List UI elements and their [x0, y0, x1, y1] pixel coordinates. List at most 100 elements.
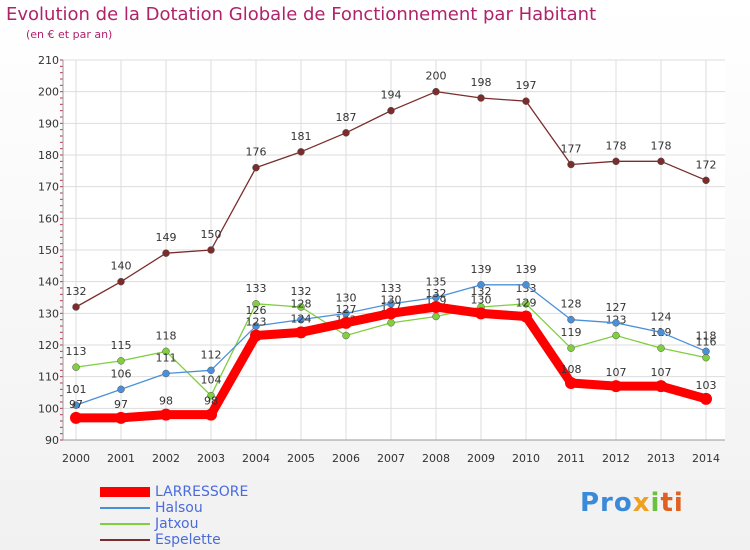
data-point-jatxou [72, 363, 80, 371]
x-tick-label: 2008 [422, 452, 450, 465]
x-tick-label: 2006 [332, 452, 360, 465]
x-tick-label: 2004 [242, 452, 270, 465]
data-point-espelette [117, 277, 125, 286]
data-label-halsou: 135 [426, 276, 447, 289]
x-tick-label: 2003 [197, 452, 225, 465]
data-label-espelette: 178 [606, 139, 627, 152]
data-point-larressore [250, 329, 262, 342]
data-point-espelette [522, 97, 530, 105]
data-label-larressore: 97 [69, 398, 83, 411]
data-label-halsou: 101 [66, 383, 87, 396]
data-label-larressore: 130 [471, 293, 492, 306]
data-point-jatxou [657, 344, 665, 352]
data-point-halsou [162, 369, 170, 378]
data-label-larressore: 108 [561, 363, 582, 376]
data-label-larressore: 132 [426, 287, 447, 300]
data-point-larressore [295, 326, 307, 339]
y-tick-label: 100 [38, 402, 59, 415]
data-point-espelette [477, 94, 485, 102]
data-label-espelette: 197 [516, 79, 537, 92]
data-label-halsou: 124 [651, 310, 672, 323]
data-point-jatxou [702, 353, 710, 362]
data-point-halsou [522, 281, 530, 289]
data-point-halsou [72, 401, 80, 409]
data-point-larressore [610, 380, 622, 393]
data-label-espelette: 181 [291, 130, 312, 143]
data-point-larressore [655, 380, 667, 393]
legend-label-espelette: Espelette [155, 532, 221, 548]
data-label-jatxou: 115 [111, 339, 132, 352]
data-point-larressore [520, 310, 532, 323]
data-label-larressore: 103 [696, 379, 717, 392]
data-label-jatxou: 132 [471, 285, 492, 298]
data-label-halsou: 139 [471, 263, 492, 276]
y-tick-label: 120 [38, 339, 59, 352]
legend-label-halsou: Halsou [155, 500, 203, 516]
data-point-larressore [475, 307, 487, 320]
legend-swatch-espelette [100, 539, 150, 541]
data-label-espelette: 194 [381, 89, 402, 102]
data-label-espelette: 150 [201, 228, 222, 241]
x-tick-label: 2010 [512, 452, 540, 465]
data-point-larressore [160, 408, 172, 421]
data-label-larressore: 97 [114, 398, 128, 411]
x-tick-label: 2012 [602, 452, 630, 465]
data-point-halsou [207, 366, 215, 375]
data-point-jatxou [432, 312, 440, 321]
data-label-halsou: 112 [201, 348, 222, 361]
legend-label-jatxou: Jatxou [155, 516, 199, 532]
data-point-jatxou [342, 331, 350, 340]
data-point-larressore [115, 411, 127, 424]
data-label-espelette: 178 [651, 139, 672, 152]
data-label-larressore: 124 [291, 312, 312, 325]
y-tick-label: 160 [38, 212, 59, 225]
data-label-espelette: 172 [696, 158, 717, 171]
data-label-halsou: 128 [561, 298, 582, 311]
data-label-espelette: 132 [66, 285, 87, 298]
y-tick-label: 200 [38, 86, 59, 99]
data-label-jatxou: 104 [201, 374, 222, 387]
data-point-espelette [297, 148, 305, 156]
x-tick-label: 2001 [107, 452, 135, 465]
legend-swatch-jatxou [100, 523, 150, 525]
data-point-espelette [252, 163, 260, 172]
data-point-larressore [565, 377, 577, 389]
y-tick-label: 180 [38, 149, 59, 162]
x-tick-label: 2005 [287, 452, 315, 465]
y-tick-label: 140 [38, 276, 59, 289]
x-tick-label: 2009 [467, 452, 495, 465]
x-tick-label: 2011 [557, 452, 585, 465]
y-tick-label: 210 [38, 54, 59, 67]
data-label-espelette: 177 [561, 143, 582, 156]
data-point-espelette [432, 87, 440, 96]
data-point-espelette [72, 303, 80, 311]
data-point-jatxou [207, 391, 215, 400]
data-point-halsou [702, 347, 710, 356]
data-label-larressore: 130 [381, 293, 402, 306]
chart-title: Evolution de la Dotation Globale de Fonc… [6, 4, 597, 25]
data-point-espelette [342, 129, 350, 137]
data-point-halsou [297, 315, 305, 324]
data-label-espelette: 149 [156, 231, 177, 244]
data-point-halsou [477, 281, 485, 289]
y-tick-label: 90 [45, 434, 59, 447]
data-point-espelette [387, 106, 395, 115]
data-label-halsou: 126 [246, 304, 267, 317]
data-point-jatxou [297, 303, 305, 311]
data-label-jatxou: 113 [66, 345, 87, 358]
data-point-espelette [162, 249, 170, 257]
data-point-espelette [207, 246, 215, 254]
data-label-espelette: 198 [471, 76, 492, 89]
y-tick-label: 110 [38, 371, 59, 384]
data-label-halsou: 127 [606, 301, 627, 314]
data-label-larressore: 98 [204, 395, 218, 408]
data-label-halsou: 130 [336, 291, 357, 304]
data-point-halsou [612, 319, 620, 327]
x-tick-label: 2013 [647, 452, 675, 465]
data-label-larressore: 127 [336, 303, 357, 316]
data-point-halsou [117, 385, 125, 394]
data-label-jatxou: 132 [291, 285, 312, 298]
data-label-halsou: 128 [291, 298, 312, 311]
data-label-espelette: 200 [426, 70, 447, 83]
data-label-jatxou: 116 [696, 336, 717, 349]
